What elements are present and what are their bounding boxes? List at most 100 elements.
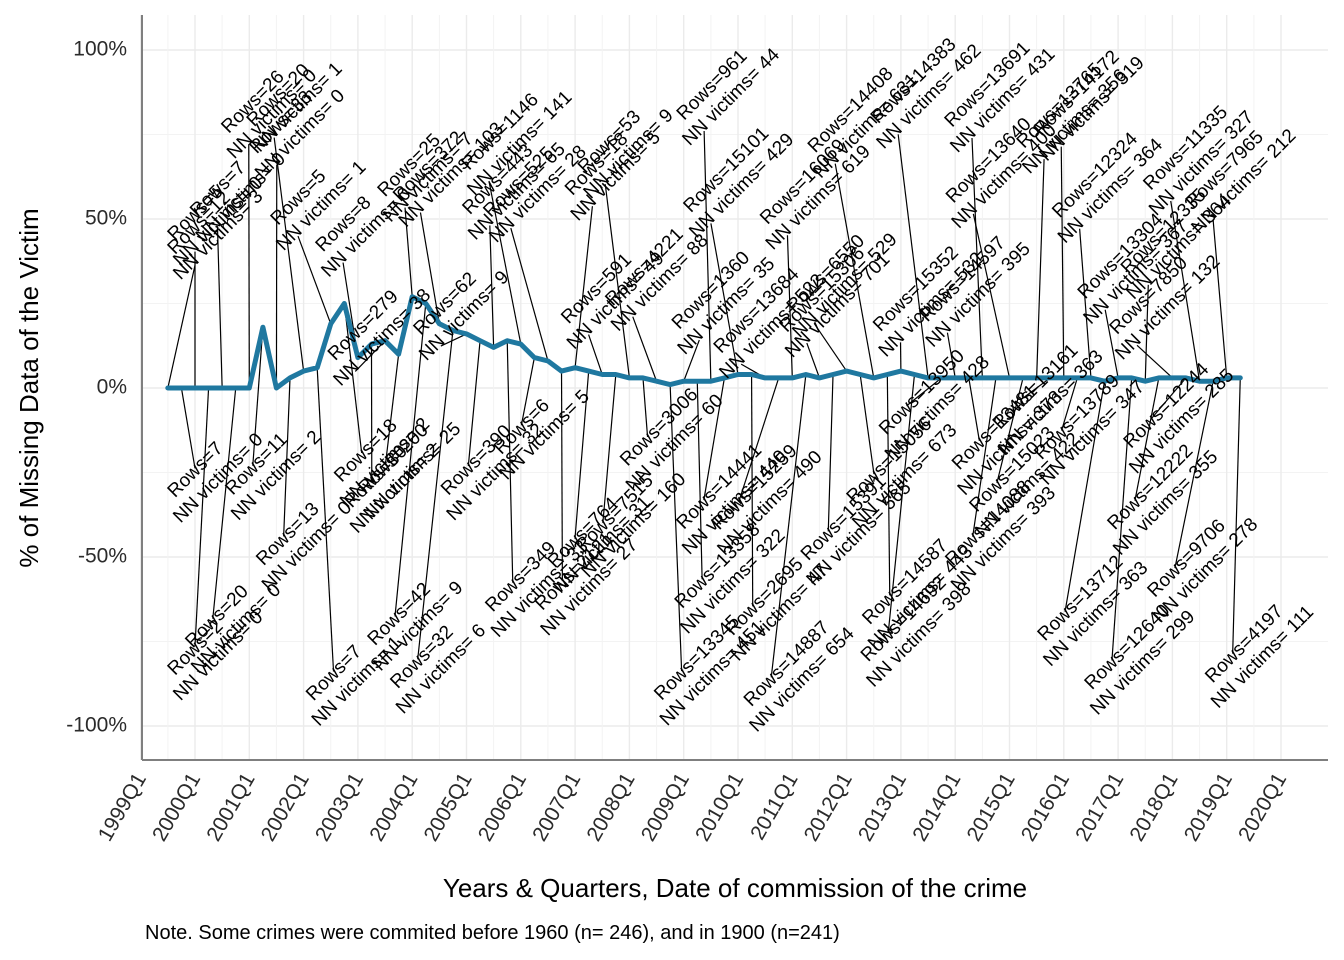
annotation-leader bbox=[1036, 159, 1045, 378]
annotation-leader bbox=[1136, 344, 1173, 379]
annotation-leader bbox=[560, 371, 563, 582]
y-tick-labels: 100% 50% 0% -50% -100% bbox=[66, 38, 127, 737]
x-tick-labels: 1999Q12000Q12001Q12002Q12003Q12004Q12005… bbox=[94, 769, 1292, 845]
annotation-leader bbox=[897, 134, 929, 378]
y-tick-label: 0% bbox=[97, 376, 127, 399]
annotation-leader bbox=[806, 342, 821, 379]
y-tick-label: -50% bbox=[78, 545, 127, 568]
annotation-leader bbox=[419, 212, 440, 324]
annotation-leader bbox=[574, 371, 590, 539]
x-tick-label: 2006Q1 bbox=[474, 769, 531, 845]
annotation-leader bbox=[212, 387, 237, 619]
annotation-leader bbox=[488, 180, 522, 345]
x-tick-label: 2020Q1 bbox=[1234, 769, 1291, 845]
annotation-leader bbox=[710, 223, 739, 375]
x-tick-label: 2015Q1 bbox=[963, 769, 1020, 845]
annotation-leader bbox=[1150, 377, 1187, 420]
annotation-leader bbox=[996, 377, 1024, 484]
annotation-leader bbox=[467, 340, 481, 467]
annotation-leader bbox=[738, 377, 780, 501]
x-tick-label: 2011Q1 bbox=[746, 769, 803, 844]
annotation-leader bbox=[343, 303, 363, 454]
x-tick-label: 2002Q1 bbox=[257, 769, 314, 845]
axes bbox=[141, 15, 1328, 761]
annotation-leader bbox=[248, 144, 250, 389]
annotation-leader bbox=[510, 227, 549, 362]
annotation-leader bbox=[1061, 377, 1078, 431]
annotation-leader bbox=[297, 235, 332, 324]
y-tick-label: -100% bbox=[66, 714, 127, 737]
annotation-leader bbox=[968, 377, 980, 441]
annotation-leader bbox=[417, 330, 454, 660]
annotation-leader bbox=[1019, 377, 1051, 401]
x-axis-title: Years & Quarters, Date of commission of … bbox=[443, 873, 1027, 903]
annotation-leader bbox=[859, 374, 875, 475]
annotation-leader bbox=[1232, 377, 1241, 654]
annotation-leader bbox=[216, 227, 223, 389]
x-tick-label: 2014Q1 bbox=[908, 769, 965, 845]
x-tick-label: 2017Q1 bbox=[1071, 769, 1128, 845]
x-tick-label: 2003Q1 bbox=[311, 769, 368, 845]
annotation-leader bbox=[786, 235, 793, 378]
annotation-leader bbox=[1134, 377, 1160, 501]
annotation-leader bbox=[180, 387, 196, 469]
annotation-leader bbox=[506, 340, 514, 583]
annotation-leader bbox=[273, 137, 305, 372]
annotation-leader bbox=[887, 374, 916, 633]
x-tick-label: 2010Q1 bbox=[691, 769, 748, 845]
annotation-leader bbox=[1111, 377, 1133, 661]
footnote: Note. Some crimes were commited before 1… bbox=[145, 922, 840, 944]
annotation-leader bbox=[574, 206, 594, 368]
annotation-leader bbox=[750, 374, 754, 607]
annotation-leaders bbox=[167, 131, 1241, 678]
x-tick-label: 2004Q1 bbox=[365, 769, 422, 845]
annotation-leader bbox=[252, 327, 264, 466]
annotation-leader bbox=[1064, 381, 1106, 612]
x-tick-label: 2005Q1 bbox=[420, 769, 477, 845]
annotation-leader bbox=[683, 339, 700, 382]
annotation-leader bbox=[770, 374, 807, 678]
annotation-leader bbox=[316, 367, 335, 672]
annotation-leader bbox=[194, 387, 210, 647]
annotation-leader bbox=[1170, 200, 1201, 382]
annotation-leader bbox=[440, 333, 467, 347]
x-tick-label: 2000Q1 bbox=[148, 769, 205, 845]
annotation-leader bbox=[1104, 309, 1119, 378]
annotation-leader bbox=[946, 332, 956, 378]
annotation-leader bbox=[588, 334, 603, 375]
x-tick-label: 2009Q1 bbox=[637, 769, 694, 845]
series bbox=[165, 294, 1243, 391]
x-tick-label: 2007Q1 bbox=[528, 769, 585, 845]
annotation-leader bbox=[813, 322, 848, 372]
annotation-leader bbox=[167, 265, 196, 389]
annotation-leader bbox=[971, 137, 983, 378]
x-tick-label: 1999Q1 bbox=[94, 769, 151, 845]
annotation-leader bbox=[602, 374, 617, 524]
annotation-leader bbox=[1079, 228, 1092, 378]
annotation-leader bbox=[703, 131, 712, 382]
annotation-leader bbox=[404, 207, 413, 297]
annotation-leader bbox=[703, 377, 726, 501]
annotation-leader bbox=[632, 316, 658, 382]
annotation-leader bbox=[520, 357, 535, 426]
annotation-leader bbox=[1174, 381, 1214, 569]
x-tick-label: 2001Q1 bbox=[202, 769, 259, 845]
x-tick-label: 2018Q1 bbox=[1125, 769, 1182, 845]
x-tick-label: 2019Q1 bbox=[1180, 769, 1237, 845]
annotation-leader bbox=[669, 384, 683, 672]
annotation-leader bbox=[354, 340, 386, 372]
series-line bbox=[165, 294, 1243, 391]
annotation-leader bbox=[489, 225, 495, 348]
annotation-leader bbox=[834, 163, 875, 378]
annotation-leader bbox=[394, 303, 427, 617]
annotation-leader bbox=[384, 354, 400, 466]
x-tick-label: 2008Q1 bbox=[582, 769, 639, 845]
annotation-leader bbox=[827, 374, 834, 532]
annotation-leader bbox=[604, 184, 630, 378]
annotation-leader bbox=[1212, 219, 1228, 378]
annotation-leader bbox=[642, 377, 649, 437]
annotation-leader bbox=[1060, 146, 1065, 378]
